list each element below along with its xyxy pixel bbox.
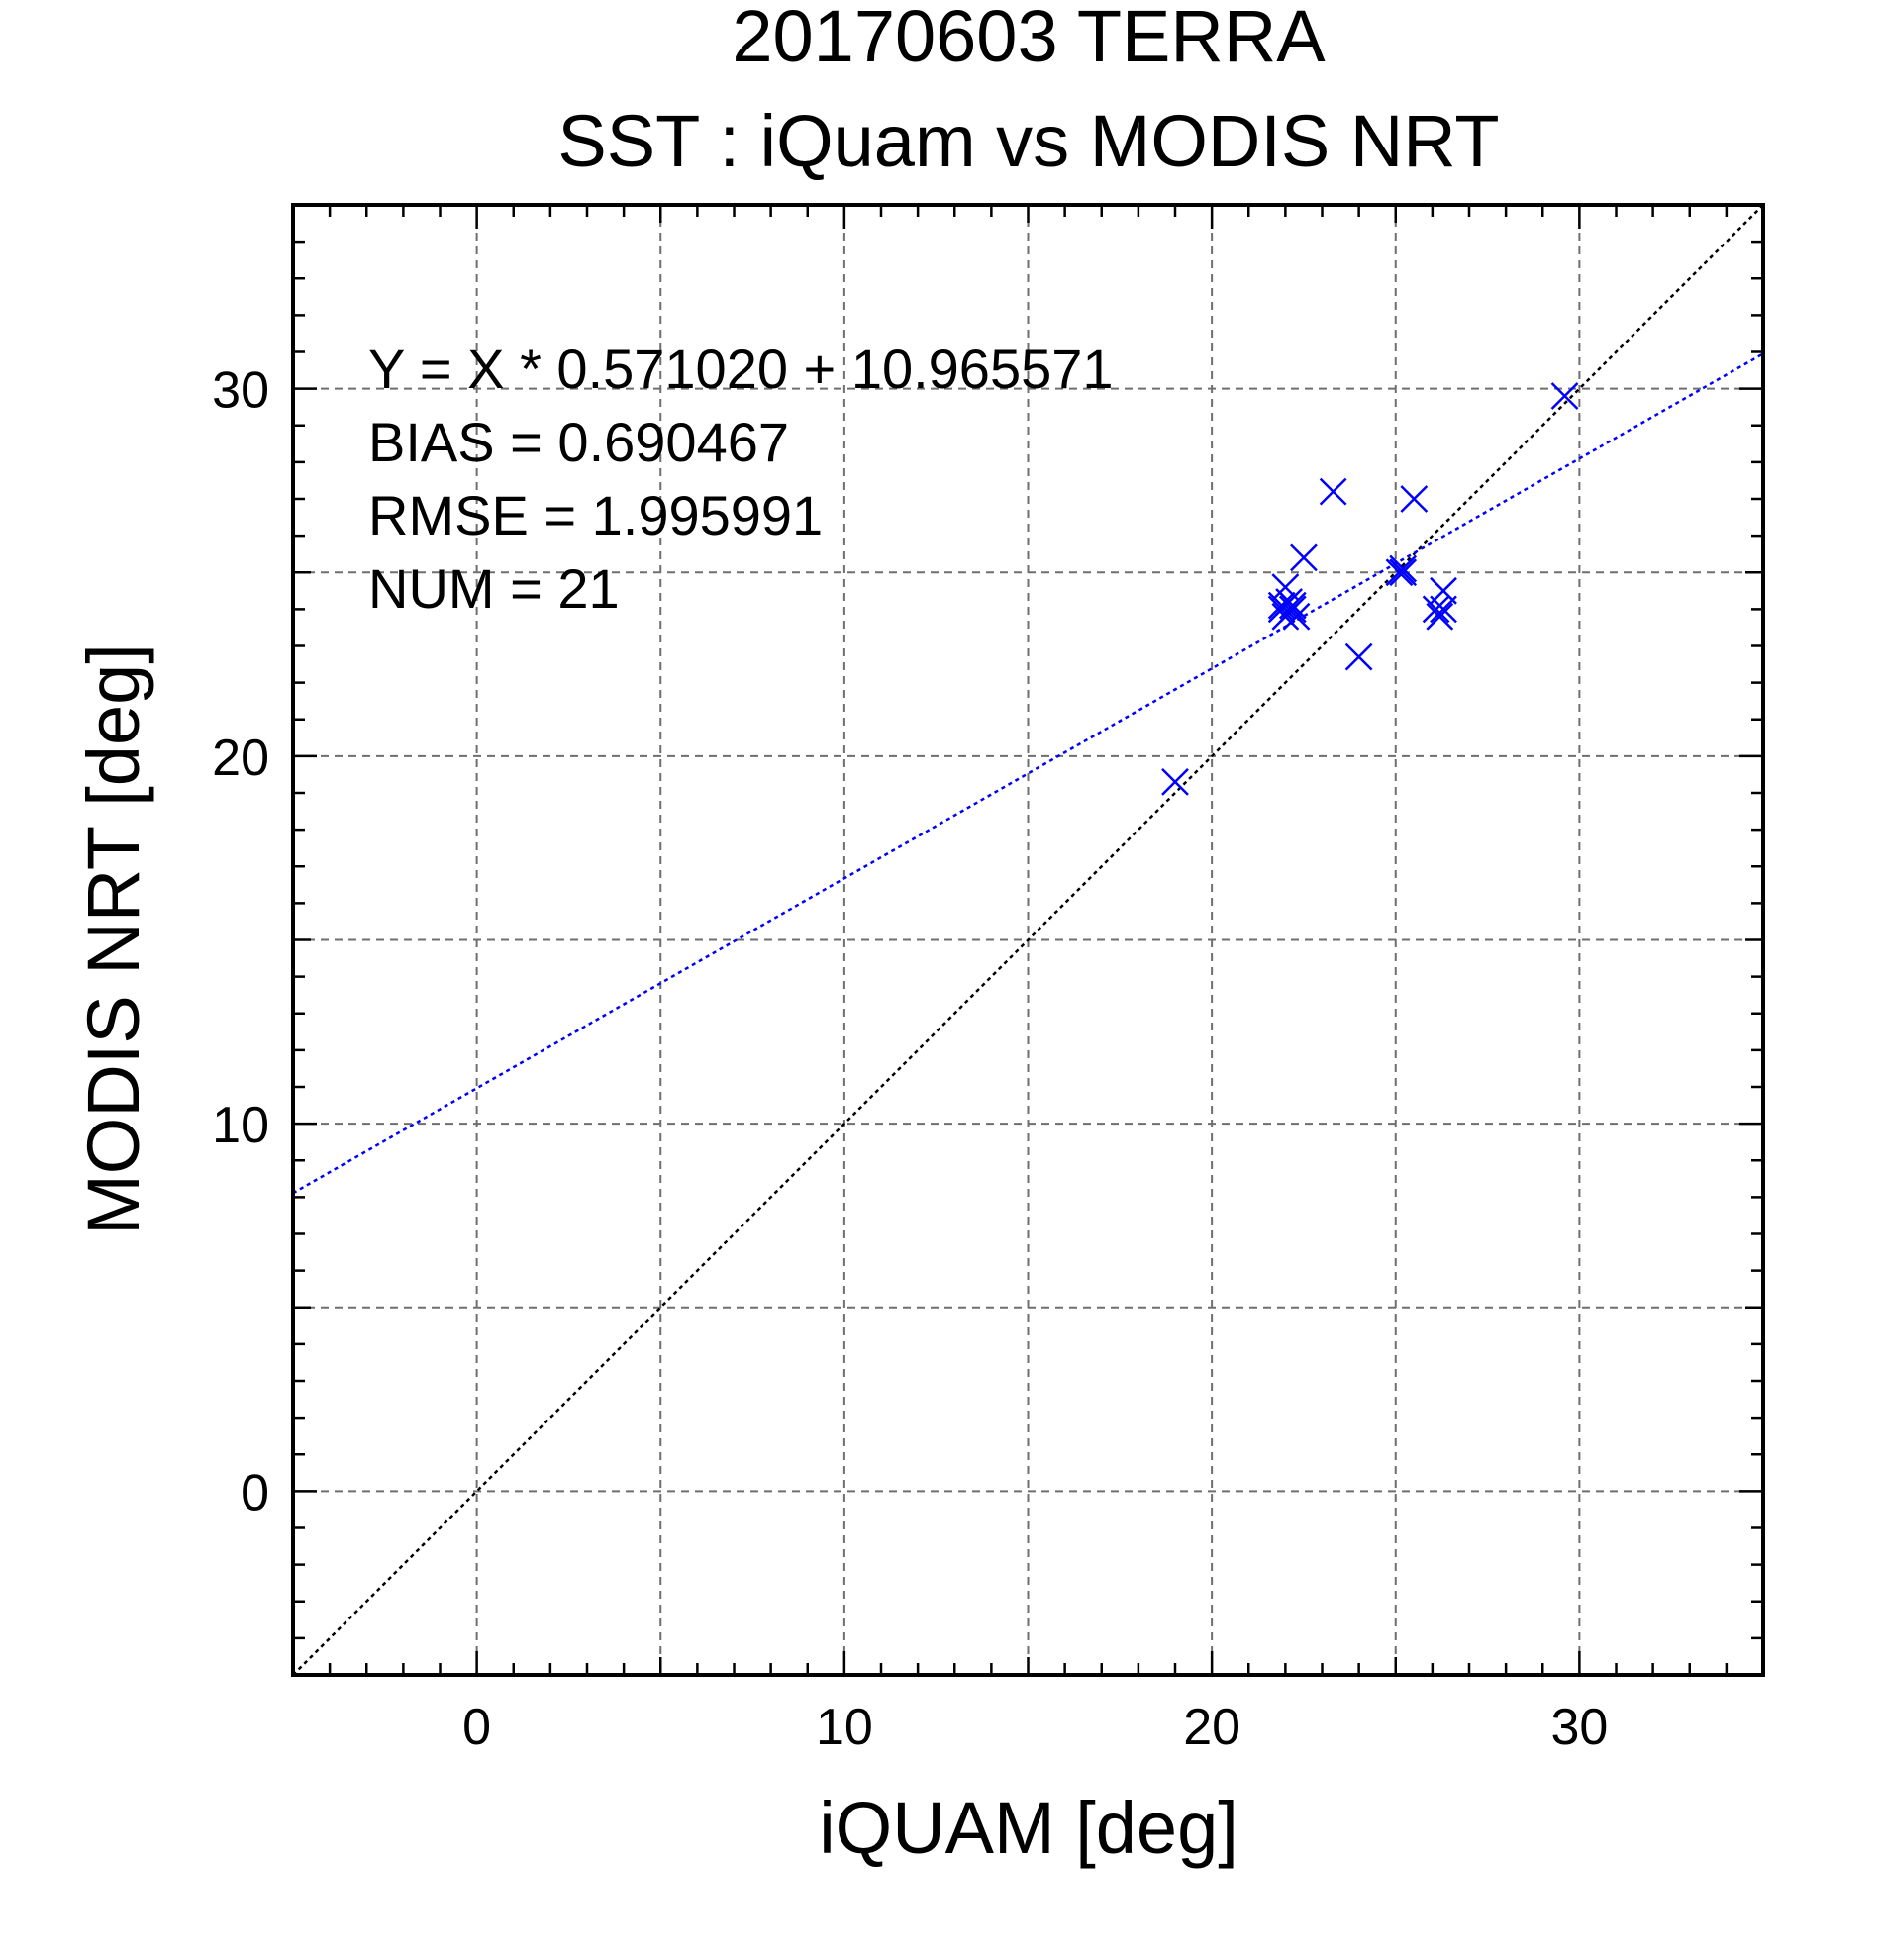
data-point — [1389, 558, 1418, 587]
data-point — [1267, 591, 1296, 620]
data-point — [1319, 477, 1347, 506]
y-tick-label: 20 — [212, 730, 269, 787]
x-tick-label: 30 — [1550, 1699, 1608, 1756]
data-point — [1161, 767, 1189, 796]
data-point — [1422, 595, 1450, 624]
one-to-one-line — [293, 205, 1763, 1675]
chart-title: 20170603 TERRA — [732, 0, 1326, 77]
y-tick-label: 30 — [212, 362, 269, 420]
data-point — [1282, 602, 1311, 631]
x-tick-label: 0 — [462, 1699, 491, 1756]
data-point — [1430, 595, 1457, 624]
data-point — [1400, 485, 1429, 513]
regression-equation: Y = X * 0.571020 + 10.965571 — [368, 338, 1114, 400]
y-tick-label: 0 — [241, 1464, 269, 1521]
reference-lines — [293, 205, 1763, 1675]
x-tick-label: 20 — [1183, 1699, 1240, 1756]
rmse-value: RMSE = 1.995991 — [368, 484, 823, 546]
data-point — [1278, 595, 1307, 624]
tick-labels: 0 0 10 10 20 20 30 30 — [212, 362, 1608, 1756]
bias-value: BIAS = 0.690467 — [368, 411, 789, 473]
sample-count: NUM = 21 — [368, 557, 620, 620]
data-point — [1389, 554, 1418, 583]
x-axis-label: iQUAM [deg] — [819, 1787, 1238, 1869]
data-point — [1344, 642, 1373, 671]
data-point — [1278, 591, 1307, 620]
data-point — [1426, 602, 1454, 631]
regression-fit-line — [293, 352, 1763, 1195]
stats-annotations: Y = X * 0.571020 + 10.965571 BIAS = 0.69… — [368, 338, 1114, 620]
x-tick-label: 10 — [816, 1699, 873, 1756]
data-point — [1290, 543, 1318, 572]
data-points — [1161, 382, 1579, 796]
y-tick-label: 10 — [212, 1097, 269, 1154]
data-point — [1550, 382, 1579, 410]
chart-subtitle: SST : iQuam vs MODIS NRT — [557, 100, 1499, 182]
y-axis-label: MODIS NRT [deg] — [72, 643, 154, 1235]
plot-frame — [291, 203, 1765, 1677]
